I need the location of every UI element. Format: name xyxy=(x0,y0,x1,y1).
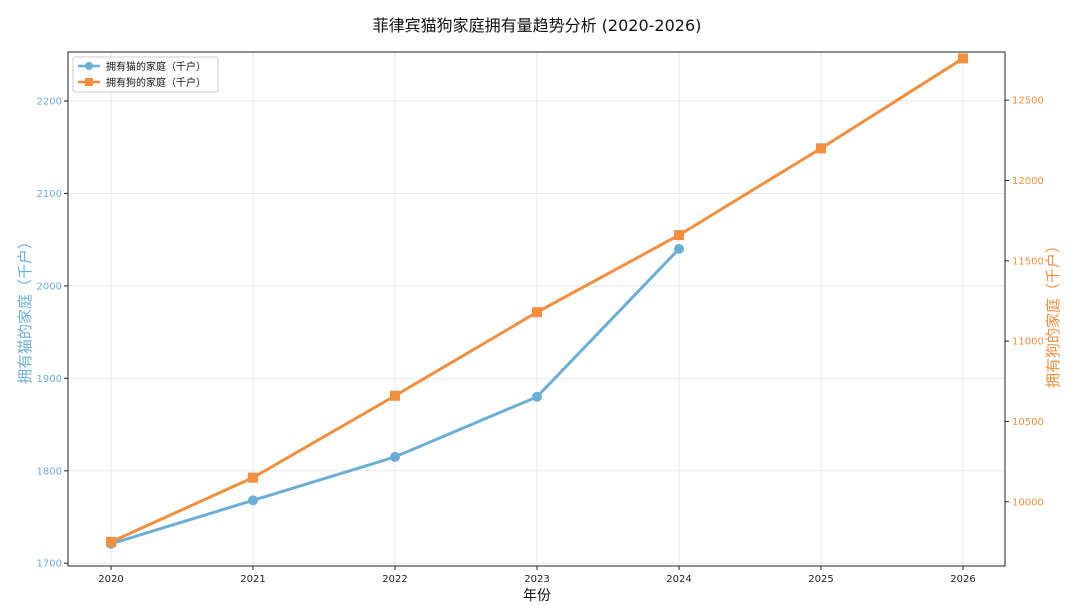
cat-data-point xyxy=(248,495,258,506)
dog-data-point xyxy=(106,536,116,547)
y-right-tick-label: 11500 xyxy=(1012,256,1044,267)
chart-title: 菲律宾猫狗家庭拥有量趋势分析 (2020-2026) xyxy=(373,16,702,35)
x-axis-label: 年份 xyxy=(523,588,551,604)
dog-data-point xyxy=(816,143,826,154)
x-tick-label: 2026 xyxy=(950,574,975,585)
y-left-tick-label: 1900 xyxy=(37,374,62,385)
series-layer xyxy=(106,53,968,549)
dog-data-point xyxy=(532,307,542,318)
x-axis-ticks: 2020 2021 2022 2023 2024 2025 2026 xyxy=(98,566,976,585)
y-right-tick-label: 12500 xyxy=(1012,96,1044,107)
y-left-tick-label: 2100 xyxy=(37,189,62,200)
legend: 拥有猫的家庭（千户） 拥有狗的家庭（千户） xyxy=(72,56,219,93)
cat-data-point xyxy=(390,451,400,462)
cat-data-point xyxy=(674,243,684,254)
legend-cat-marker xyxy=(85,62,93,70)
y-left-label: 拥有猫的家庭（千户） xyxy=(16,234,34,384)
y-left-tick-label: 1700 xyxy=(37,559,62,570)
cat-data-point xyxy=(532,391,542,402)
y-right-tick-label: 11000 xyxy=(1012,337,1044,348)
right-axis-ticks: 10000 10500 11000 11500 12000 12500 xyxy=(1005,96,1044,508)
dog-data-point xyxy=(958,53,968,64)
grid xyxy=(68,52,1005,566)
y-right-tick-label: 12000 xyxy=(1012,176,1044,187)
x-tick-label: 2021 xyxy=(240,574,265,585)
x-tick-label: 2023 xyxy=(524,574,549,585)
x-tick-label: 2020 xyxy=(98,574,123,585)
y-right-label: 拥有狗的家庭（千户） xyxy=(1044,238,1062,388)
y-right-tick-label: 10500 xyxy=(1012,417,1044,428)
y-left-tick-label: 1800 xyxy=(37,466,62,477)
y-left-tick-label: 2200 xyxy=(37,96,62,107)
dog-data-point xyxy=(248,472,258,483)
left-axis-ticks: 1700 1800 1900 2000 2100 2200 xyxy=(37,96,68,570)
x-tick-label: 2022 xyxy=(382,574,407,585)
legend-cat-label: 拥有猫的家庭（千户） xyxy=(106,60,206,73)
dog-data-point xyxy=(674,230,684,241)
x-tick-label: 2024 xyxy=(666,574,691,585)
y-right-tick-label: 10000 xyxy=(1012,497,1044,508)
x-tick-label: 2025 xyxy=(808,574,833,585)
legend-dog-label: 拥有狗的家庭（千户） xyxy=(106,76,206,89)
y-left-tick-label: 2000 xyxy=(37,281,62,292)
legend-dog-marker xyxy=(85,78,93,86)
legend-box xyxy=(72,56,219,93)
dog-data-point xyxy=(390,390,400,401)
